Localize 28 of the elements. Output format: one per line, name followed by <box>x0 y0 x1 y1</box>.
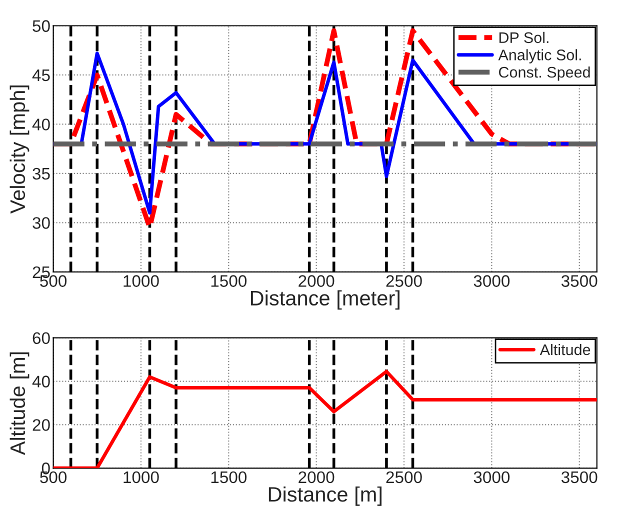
y-tick-label: 40 <box>32 376 50 388</box>
x-axis-title: Distance [meter] <box>250 290 400 310</box>
legend-label: Analytic Sol. <box>498 49 581 64</box>
x-tick-label: 3000 <box>474 471 510 484</box>
y-axis-title: Velocity [mph] <box>10 85 30 214</box>
y-tick-label: 50 <box>32 20 50 32</box>
legend-label: Altitude <box>540 344 590 356</box>
x-tick-label: 2500 <box>386 275 422 287</box>
legend-label: Const. Speed <box>498 66 590 81</box>
legend-label: DP Sol. <box>499 32 548 44</box>
y-tick-label: 30 <box>32 217 50 229</box>
y-tick-label: 35 <box>32 168 50 180</box>
y-tick-label: 45 <box>32 70 50 82</box>
y-tick-label: 60 <box>32 332 50 344</box>
x-tick-label: 1000 <box>124 471 159 484</box>
x-tick-label: 1500 <box>211 275 247 287</box>
x-tick-label: 2500 <box>386 471 422 484</box>
y-tick-label: 40 <box>32 118 50 130</box>
x-tick-label: 2000 <box>298 471 334 484</box>
x-tick-label: 3500 <box>561 275 598 287</box>
x-tick-label: 2000 <box>298 275 334 287</box>
x-tick-label: 3500 <box>561 471 598 484</box>
y-axis-title: Altitude [m] <box>10 352 30 456</box>
y-tick-label: 20 <box>32 419 50 431</box>
x-tick-label: 3000 <box>474 275 510 287</box>
x-tick-label: 1000 <box>124 275 159 287</box>
x-tick-label: 1500 <box>211 471 247 484</box>
x-axis-title: Distance [m] <box>268 486 382 506</box>
